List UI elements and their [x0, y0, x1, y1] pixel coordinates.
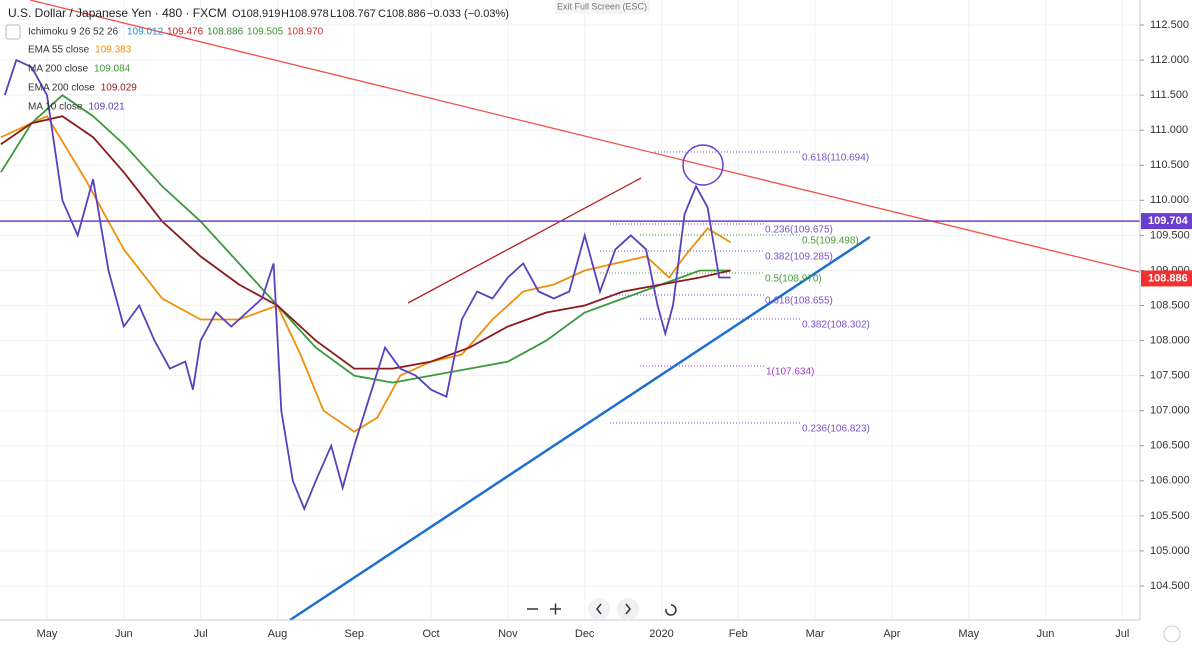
channel-line	[407, 177, 642, 304]
series-line	[0, 94, 731, 384]
indicator-value: 108.970	[287, 27, 324, 38]
y-tick-label: 106.000	[1150, 475, 1190, 487]
series-line	[0, 115, 731, 370]
x-tick-label: Aug	[268, 628, 288, 640]
legend-value: 109.029	[101, 83, 138, 94]
x-tick-label: Nov	[498, 628, 518, 640]
fib-label: 0.382(109.285)	[765, 252, 833, 263]
fib-label: 0.618(108.655)	[765, 296, 833, 307]
y-tick-label: 105.000	[1150, 545, 1190, 557]
level-label-bg	[1141, 213, 1192, 230]
indicator-value: 108.886	[207, 27, 244, 38]
y-tick-label: 109.500	[1150, 229, 1190, 241]
fib-label: 0.382(108.302)	[802, 320, 870, 331]
x-tick-label: Jul	[194, 628, 208, 640]
plot	[0, 0, 1192, 622]
y-tick-label: 104.500	[1150, 580, 1190, 592]
legend-name: EMA 200 close	[28, 83, 95, 94]
x-tick-label: Jun	[115, 628, 133, 640]
scroll-right[interactable]	[625, 603, 631, 615]
scroll-left-bg[interactable]	[588, 598, 610, 620]
auto-scale[interactable]	[1163, 625, 1181, 643]
x-tick-label: Mar	[806, 628, 825, 640]
exit-button-bg[interactable]	[555, 0, 650, 14]
change: −0.033 (−0.03%)	[427, 8, 509, 20]
close: C108.886	[378, 8, 426, 20]
low: L108.767	[330, 8, 376, 20]
y-tick-label: 112.500	[1150, 19, 1189, 31]
legend-name: MA 10 close	[28, 102, 83, 113]
support-line	[289, 235, 871, 622]
y-tick-label: 106.500	[1150, 440, 1190, 452]
legend-name: MA 200 close	[28, 64, 88, 75]
x-tick-label: Dec	[575, 628, 595, 640]
labels: U.S. Dollar / Japanese Yen · 480 · FXCM …	[8, 1, 870, 434]
y-tick-label: 110.000	[1150, 194, 1189, 206]
open: O108.919	[232, 8, 280, 20]
y-tick-label: 111.000	[1150, 124, 1188, 136]
highlight-circle	[682, 144, 724, 186]
legend-name: EMA 55 close	[28, 45, 90, 56]
y-tick-label: 107.500	[1150, 370, 1190, 382]
y-tick-label: 105.500	[1150, 510, 1190, 522]
series-line	[3, 58, 731, 512]
fib-label: 0.236(106.823)	[802, 424, 870, 435]
last-price-label: 108.886	[1148, 272, 1188, 284]
fib-label: 0.618(110.694)	[802, 153, 869, 164]
y-tick-label: 111.500	[1150, 89, 1188, 101]
grid	[0, 0, 1140, 620]
collapse-button[interactable]	[5, 24, 21, 40]
level-label: 109.704	[1148, 215, 1189, 227]
exit-fullscreen[interactable]: Exit Full Screen (ESC)	[557, 1, 647, 11]
scroll-left[interactable]	[596, 603, 602, 615]
toolbar	[5, 0, 1181, 643]
y-tick-label: 108.000	[1150, 334, 1190, 346]
x-tick-label: 2020	[649, 628, 673, 640]
trend-line	[29, 0, 1192, 286]
x-tick-label: May	[37, 628, 58, 640]
fib-label: 0.236(109.675)	[765, 225, 833, 236]
legend-value: 109.084	[94, 64, 131, 75]
x-tick-label: Oct	[422, 628, 439, 640]
x-tick-label: Sep	[344, 628, 364, 640]
legend-value: 109.021	[88, 102, 125, 113]
x-tick-label: Jun	[1037, 628, 1055, 640]
x-tick-label: May	[958, 628, 979, 640]
fib-label: 1(107.634)	[766, 367, 814, 378]
last-price-bg	[1141, 270, 1192, 287]
y-tick-label: 108.500	[1150, 299, 1190, 311]
series-line	[0, 115, 732, 433]
x-tick-label: Feb	[729, 628, 748, 640]
fib-label: 0.5(109.498)	[802, 236, 859, 247]
legend-value: 109.383	[95, 45, 132, 56]
reset[interactable]	[665, 604, 677, 616]
y-tick-label: 107.000	[1150, 405, 1190, 417]
x-tick-label: Jul	[1115, 628, 1129, 640]
y-tick-label: 110.500	[1150, 159, 1189, 171]
indicator-name: Ichimoku 9 26 52 26	[28, 27, 118, 38]
y-tick-label: 112.000	[1150, 54, 1189, 66]
indicator-value: 109.012	[127, 27, 164, 38]
zoom-in[interactable]	[550, 603, 561, 615]
price-axis	[1140, 0, 1192, 651]
indicator-value: 109.505	[247, 27, 284, 38]
high: H108.978	[281, 8, 329, 20]
x-tick-label: Apr	[883, 628, 900, 640]
symbol: U.S. Dollar / Japanese Yen · 480 · FXCM	[8, 6, 227, 20]
fib-label: 0.5(108.970)	[765, 274, 822, 285]
scroll-right-bg[interactable]	[617, 598, 639, 620]
indicator-value: 109.476	[167, 27, 204, 38]
